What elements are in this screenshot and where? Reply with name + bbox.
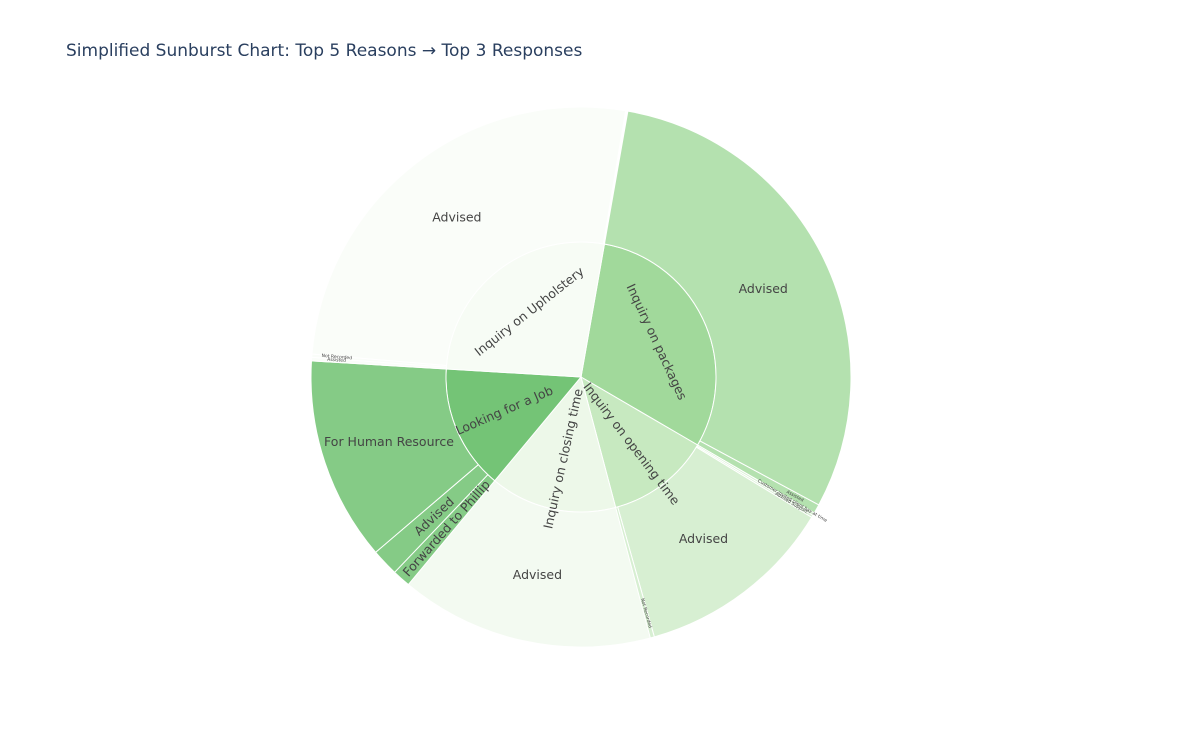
response-sector-inquiry-on-upholstery-advised[interactable] bbox=[311, 106, 627, 367]
response-label-inquiry-on-upholstery-not-recorded: Not Recorded bbox=[321, 353, 352, 361]
outer-ring bbox=[310, 106, 852, 648]
chart-title: Simplified Sunburst Chart: Top 5 Reasons… bbox=[66, 41, 583, 61]
inner-ring bbox=[445, 241, 717, 513]
response-label-inquiry-on-upholstery-advised: Advised bbox=[432, 210, 481, 225]
response-label-inquiry-on-packages-advised: Advised bbox=[739, 281, 788, 296]
response-label-inquiry-on-opening-time-advised: Advised bbox=[679, 531, 728, 546]
response-sector-inquiry-on-closing-time-advised[interactable] bbox=[407, 480, 651, 648]
response-label-looking-for-a-job-for-human-resource: For Human Resource bbox=[324, 434, 454, 449]
response-sector-inquiry-on-packages-advised[interactable] bbox=[603, 110, 852, 506]
response-label-inquiry-on-upholstery-assisted: Assisted bbox=[327, 357, 346, 364]
response-label-inquiry-on-closing-time-advised: Advised bbox=[513, 567, 562, 582]
response-sector-looking-for-a-job-for-human-resource[interactable] bbox=[310, 360, 480, 554]
